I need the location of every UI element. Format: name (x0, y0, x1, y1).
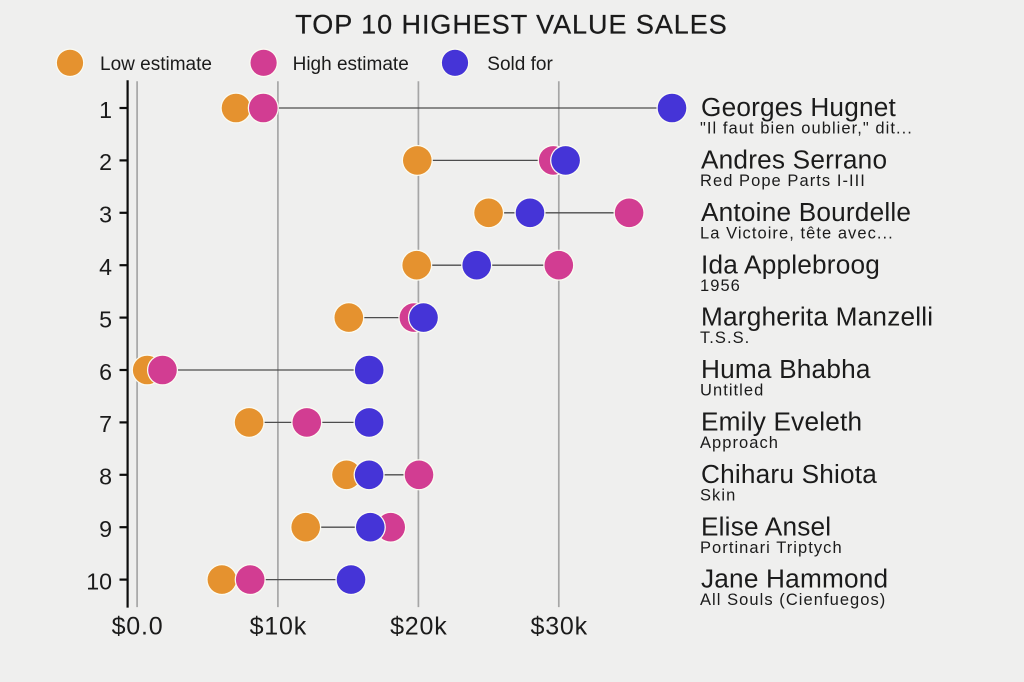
svg-text:$10k: $10k (250, 613, 307, 641)
svg-text:Andres Serrano: Andres Serrano (701, 145, 887, 175)
svg-text:Untitled: Untitled (700, 382, 764, 400)
svg-text:Jane Hammond: Jane Hammond (701, 564, 888, 594)
svg-text:All Souls (Cienfuegos): All Souls (Cienfuegos) (700, 591, 886, 609)
svg-text:4: 4 (99, 254, 112, 280)
svg-text:Georges Hugnet: Georges Hugnet (701, 92, 896, 122)
svg-text:Huma Bhabha: Huma Bhabha (701, 354, 871, 384)
svg-text:Margherita Manzelli: Margherita Manzelli (701, 302, 933, 332)
svg-text:Chiharu Shiota: Chiharu Shiota (701, 459, 877, 489)
svg-text:T.S.S.: T.S.S. (700, 329, 750, 347)
svg-text:2: 2 (99, 149, 112, 175)
svg-text:"Il faut bien oublier," dit...: "Il faut bien oublier," dit... (700, 120, 913, 138)
svg-text:Low estimate: Low estimate (100, 54, 212, 75)
svg-text:$0.0: $0.0 (112, 613, 164, 641)
svg-text:1956: 1956 (700, 277, 741, 295)
svg-text:1: 1 (99, 97, 112, 123)
svg-text:Skin: Skin (700, 486, 736, 504)
svg-text:TOP 10 HIGHEST VALUE SALES: TOP 10 HIGHEST VALUE SALES (295, 10, 727, 40)
svg-text:7: 7 (99, 411, 112, 437)
svg-text:Portinari Triptych: Portinari Triptych (700, 539, 843, 557)
svg-text:Sold for: Sold for (487, 54, 553, 75)
svg-text:$20k: $20k (390, 613, 447, 641)
svg-text:9: 9 (99, 516, 112, 542)
svg-text:10: 10 (86, 568, 112, 594)
svg-text:Antoine Bourdelle: Antoine Bourdelle (701, 197, 911, 227)
svg-text:6: 6 (99, 359, 112, 385)
svg-text:Red Pope Parts I-III: Red Pope Parts I-III (700, 172, 866, 190)
svg-text:Ida Applebroog: Ida Applebroog (701, 249, 880, 279)
svg-text:Emily Eveleth: Emily Eveleth (701, 407, 862, 437)
svg-text:Approach: Approach (700, 434, 779, 452)
svg-text:5: 5 (99, 306, 112, 332)
svg-text:3: 3 (99, 202, 112, 228)
svg-text:La Victoire, tête avec...: La Victoire, tête avec... (700, 224, 894, 242)
svg-text:8: 8 (99, 464, 112, 490)
svg-text:Elise Ansel: Elise Ansel (701, 511, 831, 541)
svg-text:High estimate: High estimate (293, 54, 409, 75)
svg-text:$30k: $30k (530, 613, 587, 641)
